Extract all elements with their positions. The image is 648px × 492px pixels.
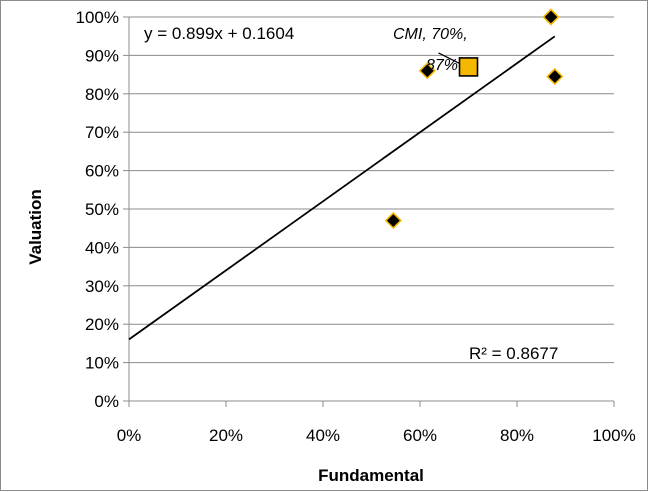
x-tick-label: 0%: [117, 426, 142, 445]
y-tick-label: 90%: [85, 46, 119, 65]
x-tick-label: 40%: [306, 426, 340, 445]
x-tick-label: 100%: [592, 426, 635, 445]
y-tick-label: 80%: [85, 85, 119, 104]
labels: y = 0.899x + 0.1604 R² = 0.8677 CMI, 70%…: [26, 24, 558, 485]
y-tick-label: 40%: [85, 238, 119, 257]
gridlines: [129, 16, 614, 402]
cmi-annotation-line-2: 87%: [426, 57, 458, 74]
y-tick-label: 10%: [85, 354, 119, 373]
x-tick-label: 60%: [403, 426, 437, 445]
y-tick-label: 50%: [85, 200, 119, 219]
data-points: [384, 8, 564, 230]
cmi-leader-line: [438, 52, 463, 66]
data-point-diamond: [384, 211, 402, 230]
y-tick-label: 20%: [85, 315, 119, 334]
data-point-diamond: [418, 62, 436, 80]
y-tick-label: 70%: [85, 123, 119, 142]
x-tick-label: 80%: [500, 426, 534, 445]
trendline-layer: [128, 35, 556, 341]
x-tick-label: 20%: [209, 426, 243, 445]
y-tick-label: 100%: [76, 8, 119, 27]
y-axis-title: Valuation: [26, 189, 45, 265]
cmi-annotation-line-1: CMI, 70%,: [393, 26, 468, 43]
y-tick-label: 60%: [85, 162, 119, 181]
data-point-cmi: [458, 57, 479, 77]
trendline-equation: y = 0.899x + 0.1604: [144, 24, 294, 43]
y-tick-label: 30%: [85, 277, 119, 296]
trendline: [128, 35, 556, 341]
data-point-diamond: [546, 67, 564, 86]
x-axis-title: Fundamental: [318, 466, 424, 485]
axes: 0% 10% 20% 30% 40% 50% 60% 70% 80% 90% 100% 0% 20% 40…: [76, 8, 636, 445]
r-squared-label: R² = 0.8677: [469, 344, 558, 363]
y-tick-label: 0%: [94, 392, 119, 411]
data-point-diamond: [542, 8, 560, 26]
